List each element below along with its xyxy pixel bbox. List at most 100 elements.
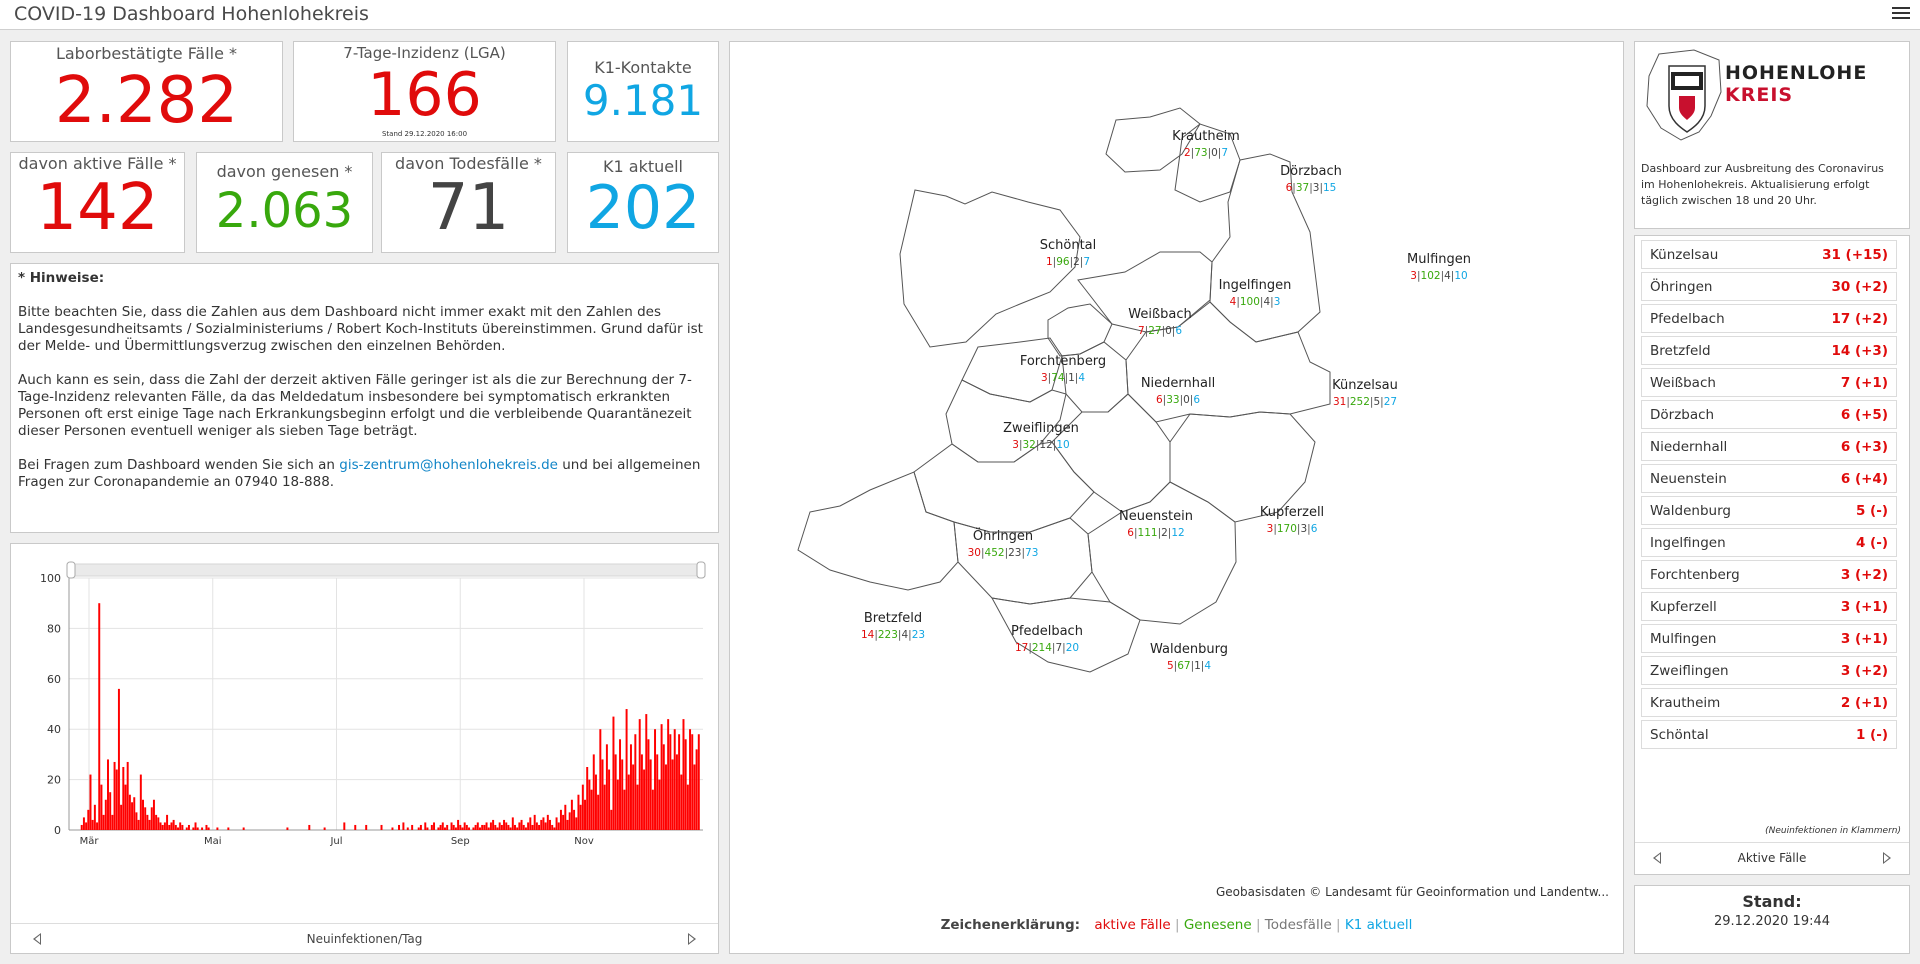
ranking-prev-arrow-icon[interactable] (1653, 852, 1661, 864)
ranking-list-item[interactable]: Kupferzell 3 (+1) (1641, 592, 1897, 621)
chart-bar (446, 824, 449, 830)
scrollbar-handle[interactable] (696, 561, 706, 579)
chart-bar (109, 792, 112, 830)
ranking-next-arrow-icon[interactable] (1883, 852, 1891, 864)
kpi-label: 7-Tage-Inzidenz (LGA) (343, 44, 506, 62)
chart-bar (640, 754, 643, 830)
chart-bar (660, 724, 663, 830)
chart-bar (157, 817, 160, 830)
chart-bar (170, 822, 173, 830)
scrollbar-track[interactable] (66, 563, 706, 577)
chart-bar (98, 603, 101, 830)
info-panel: HOHENLOHE KREIS Dashboard zur Ausbreitun… (1634, 41, 1910, 229)
legend-k1: K1 aktuell (1344, 917, 1413, 933)
chart-bar (417, 827, 420, 830)
scrollbar-handle[interactable] (66, 561, 76, 579)
municipality-outline (991, 597, 1141, 673)
municipality-value: 3 (1012, 439, 1019, 451)
app-title: COVID-19 Dashboard Hohenlohekreis (14, 3, 369, 25)
chart-y-axis: 0 20 40 60 80 100 (40, 572, 61, 837)
chart-bar (693, 764, 696, 830)
ranking-list-item[interactable]: Mulfingen 3 (+1) (1641, 624, 1897, 653)
chart-bar (115, 769, 118, 830)
map-panel[interactable]: Krautheim 2|73|0|7 Dörzbach 6|37|3|15 Schönt… (729, 41, 1624, 954)
ranking-item-value: 6 (+3) (1840, 439, 1888, 455)
chart-bar (546, 814, 549, 830)
municipality-value: | (1005, 547, 1009, 559)
municipality-value: 10 (1454, 270, 1467, 282)
ranking-list-item[interactable]: Ingelfingen 4 (-) (1641, 528, 1897, 557)
chart-bar (603, 784, 606, 830)
chart-bar (531, 824, 534, 830)
chart-bar (439, 824, 442, 830)
ranking-list-item[interactable]: Bretzfeld 14 (+3) (1641, 336, 1897, 365)
ranking-list-item[interactable]: Künzelsau 31 (+15) (1641, 240, 1897, 269)
ranking-list-item[interactable]: Öhringen 30 (+2) (1641, 272, 1897, 301)
chart-bar (207, 827, 210, 830)
contact-email-link[interactable]: gis-zentrum@hohenlohekreis.de (339, 457, 558, 473)
chart-bar (680, 774, 683, 830)
chart-bar (638, 719, 641, 830)
chart-next-arrow-icon[interactable] (688, 933, 696, 945)
ranking-panel: Künzelsau 31 (+15) Öhringen 30 (+2) Pfedelba… (1634, 235, 1910, 875)
kpi-label: K1 aktuell (603, 157, 683, 176)
hamburger-menu-icon[interactable] (1892, 4, 1910, 22)
kpi-incidence: 7-Tage-Inzidenz (LGA) 166 Stand 29.12.20… (293, 41, 556, 142)
chart-bar (104, 799, 107, 830)
chart-bar (144, 807, 147, 830)
chart-bar (142, 799, 144, 830)
municipality-value: 6 (1175, 325, 1182, 337)
chart-bar (476, 822, 479, 830)
ranking-list-item[interactable]: Dörzbach 6 (+5) (1641, 400, 1897, 429)
ranking-list-item[interactable]: Niedernhall 6 (+3) (1641, 432, 1897, 461)
kpi-recovered: davon genesen * 2.063 (196, 152, 373, 253)
chart-bar (474, 824, 477, 830)
chart-bar (632, 764, 635, 830)
municipality-outline (899, 189, 1081, 348)
chart-footer: Neuinfektionen/Tag (11, 923, 718, 953)
municipality-value: 0 (1165, 325, 1172, 337)
municipality-value: 74 (1051, 372, 1065, 384)
ranking-list-item[interactable]: Schöntal 1 (-) (1641, 720, 1897, 749)
ranking-list-item[interactable]: Weißbach 7 (+1) (1641, 368, 1897, 397)
district-map[interactable]: Krautheim2|73|0|7Dörzbach6|37|3|15Schönt… (730, 42, 1623, 882)
chart-bar (494, 824, 497, 830)
chart-prev-arrow-icon[interactable] (33, 933, 41, 945)
chart-bar (619, 739, 622, 830)
municipality-value: | (1048, 372, 1052, 384)
chart-bar (671, 759, 674, 830)
municipality-value: | (1273, 523, 1277, 535)
municipality-value: 100 (1240, 296, 1260, 308)
x-tick-label: Nov (574, 836, 594, 847)
map-legend: Zeichenerklärung: aktive Fälle | Genesen… (940, 917, 1413, 933)
ranking-item-value: 3 (+2) (1840, 567, 1888, 583)
municipality-name: Niedernhall (1141, 376, 1215, 391)
chart-bar (540, 819, 543, 830)
ranking-list-item[interactable]: Krautheim 2 (+1) (1641, 688, 1897, 717)
municipality-value: | (1180, 394, 1184, 406)
municipality-value: | (1309, 182, 1313, 194)
ranking-list-item[interactable]: Zweiflingen 3 (+2) (1641, 656, 1897, 685)
notes-paragraph: Bei Fragen zum Dashboard wenden Sie sich… (18, 457, 711, 491)
ranking-list-item[interactable]: Neuenstein 6 (+4) (1641, 464, 1897, 493)
chart-bar (544, 822, 547, 830)
chart-bar (487, 827, 490, 830)
ranking-list-item[interactable]: Pfedelbach 17 (+2) (1641, 304, 1897, 333)
municipality-value: | (1075, 372, 1079, 384)
chart-bar (163, 822, 166, 830)
chart-bar (568, 812, 571, 830)
municipality-value: 20 (1066, 642, 1079, 654)
ranking-list-item[interactable]: Waldenburg 5 (-) (1641, 496, 1897, 525)
municipality-value: | (1201, 660, 1205, 672)
chart-bar (647, 739, 650, 830)
municipality-value: 4 (1204, 660, 1211, 672)
x-tick-label: Jul (329, 836, 342, 847)
ranking-item-value: 14 (+3) (1831, 343, 1888, 359)
chart-bar (150, 807, 153, 830)
chart-bar (93, 804, 96, 830)
municipality-value: | (1145, 325, 1149, 337)
chart-bar (625, 709, 628, 830)
chart-range-scrollbar[interactable] (66, 561, 706, 579)
chart-bar (538, 824, 541, 830)
ranking-list-item[interactable]: Forchtenberg 3 (+2) (1641, 560, 1897, 589)
